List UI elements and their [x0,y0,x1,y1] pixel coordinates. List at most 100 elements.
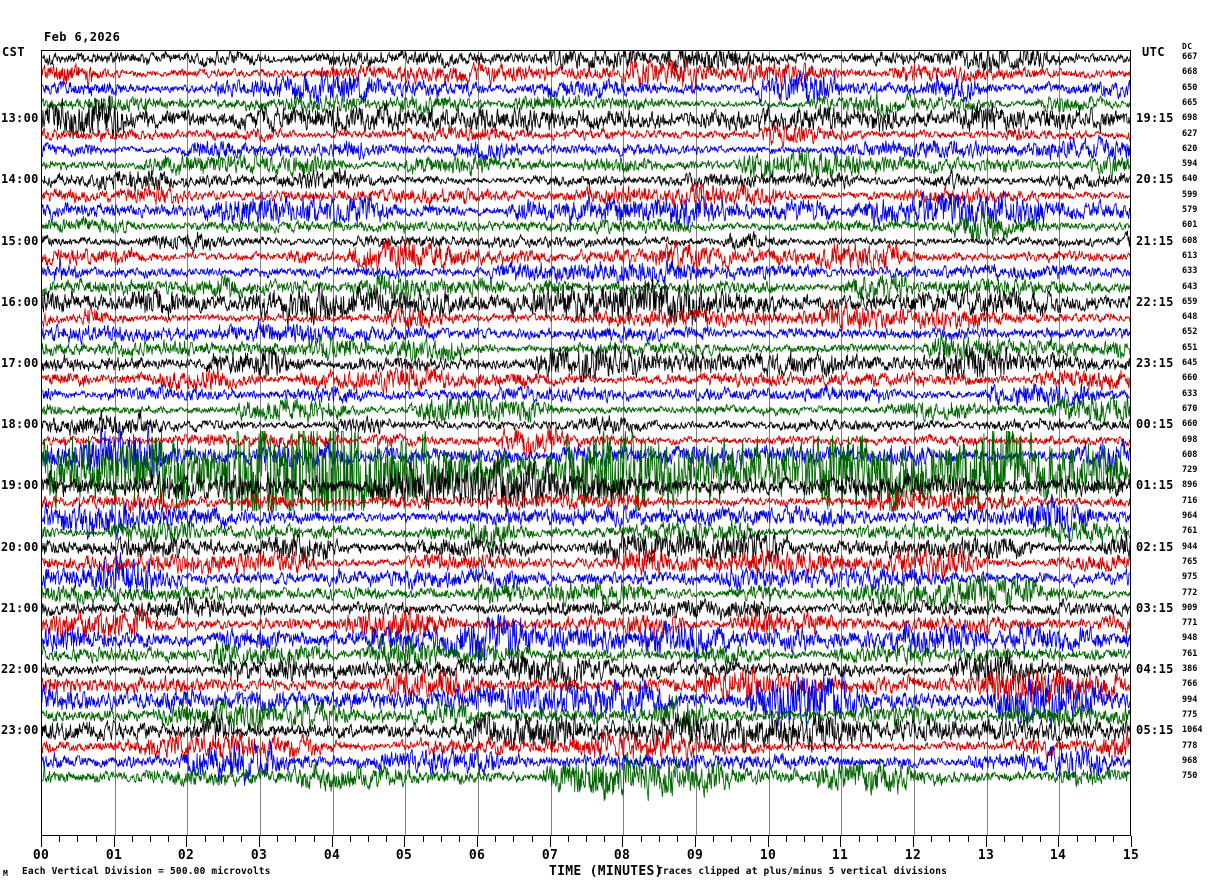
x-tick-label-01: 01 [105,848,123,863]
dc-value-19: 651 [1182,342,1198,353]
x-tick-minor [295,836,296,842]
x-tick-label-14: 14 [1049,848,1067,863]
trace-16 [42,275,1130,326]
utc-time-label-01-15: 01:15 [1136,478,1174,493]
trace-47 [42,751,1130,802]
cst-time-label-22-00: 22:00 [1,662,39,676]
utc-time-label-03-15: 03:15 [1136,600,1174,615]
x-tick-major-10 [768,836,769,847]
dc-value-29: 716 [1182,495,1198,506]
trace-43 [42,695,1130,735]
x-tick-minor [241,836,242,842]
utc-time-label-20-15: 20:15 [1136,172,1174,187]
x-tick-minor [731,836,732,842]
dc-value-18: 652 [1182,327,1198,338]
dc-value-05: 627 [1182,128,1198,139]
x-tick-minor [804,836,805,842]
x-tick-minor [150,836,151,842]
trace-39 [42,636,1130,671]
seismogram-plot-area [41,50,1131,836]
dc-value-21: 660 [1182,373,1198,384]
x-tick-minor [750,836,751,842]
dc-value-40: 386 [1182,664,1198,674]
x-tick-minor [949,836,950,842]
x-tick-minor [314,836,315,842]
x-tick-label-13: 13 [977,848,995,863]
dc-value-25: 698 [1182,434,1198,445]
cst-time-label-20-00: 20:00 [1,539,39,554]
dc-value-26: 608 [1182,449,1198,460]
x-tick-minor [604,836,605,842]
clipping-note: Traces clipped at plus/minus 5 vertical … [657,866,948,877]
x-tick-minor [659,836,660,842]
dc-value-07: 594 [1182,159,1198,170]
trace-10 [42,190,1130,231]
dc-value-08: 640 [1182,174,1198,185]
trace-11 [42,210,1130,243]
x-tick-major-06 [477,836,478,847]
trace-32 [42,529,1130,569]
x-tick-label-04: 04 [323,848,341,863]
dc-value-14: 633 [1182,266,1198,277]
dc-value-34: 975 [1182,572,1198,583]
trace-35 [42,574,1130,616]
x-tick-major-14 [1058,836,1059,847]
trace-29 [42,488,1130,515]
x-tick-minor [713,836,714,842]
dc-value-37: 771 [1182,618,1198,629]
x-tick-minor [822,836,823,842]
trace-33 [42,546,1130,581]
x-tick-minor [895,836,896,842]
trace-15 [42,270,1130,303]
x-tick-minor [513,836,514,842]
utc-axis-label: UTC [1142,45,1165,59]
dc-value-27: 729 [1182,465,1198,476]
x-tick-minor [859,836,860,842]
cst-time-label-13-00: 13:00 [1,111,39,126]
dc-value-12: 608 [1182,235,1198,246]
dc-value-42: 994 [1182,694,1198,705]
dc-value-03: 665 [1182,97,1198,108]
dc-value-32: 944 [1182,541,1198,552]
vertical-scale-note: Each Vertical Division = 500.00 microvol… [22,866,271,877]
corner-mark: M [3,869,8,878]
dc-value-36: 909 [1182,602,1198,613]
trace-42 [42,671,1130,729]
x-tick-major-09 [695,836,696,847]
trace-41 [42,663,1130,705]
utc-time-label-05-15: 05:15 [1136,723,1174,738]
x-tick-minor [168,836,169,842]
dc-value-33: 765 [1182,556,1198,567]
x-tick-major-15 [1131,836,1132,847]
seismic-traces [42,51,1130,835]
dc-value-35: 772 [1182,587,1198,598]
dc-value-23: 670 [1182,403,1198,414]
cst-time-label-14-00: 14:00 [1,172,39,187]
utc-time-label-22-15: 22:15 [1136,294,1174,309]
x-tick-minor [386,836,387,842]
dc-value-44: 1064 [1182,725,1203,736]
x-tick-major-03 [259,836,260,847]
x-tick-label-08: 08 [613,848,631,863]
x-tick-minor [877,836,878,842]
utc-time-label-04-15: 04:15 [1136,662,1174,676]
utc-time-label-19-15: 19:15 [1136,111,1174,126]
x-tick-major-12 [913,836,914,847]
trace-21 [42,362,1130,394]
x-axis-title: TIME (MINUTES) [549,864,663,879]
x-tick-label-02: 02 [177,848,195,863]
cst-time-label-19-00: 19:00 [1,478,39,493]
trace-20 [42,342,1130,383]
x-tick-minor [459,836,460,842]
x-tick-minor [1095,836,1096,842]
x-tick-minor [1077,836,1078,842]
trace-07 [42,147,1130,182]
trace-24 [42,409,1130,440]
x-tick-minor [786,836,787,842]
x-tick-label-06: 06 [468,848,486,863]
x-tick-label-09: 09 [686,848,704,863]
x-tick-minor [205,836,206,842]
cst-time-label-23-00: 23:00 [1,723,39,738]
trace-46 [42,740,1130,786]
dc-value-47: 750 [1182,771,1198,782]
